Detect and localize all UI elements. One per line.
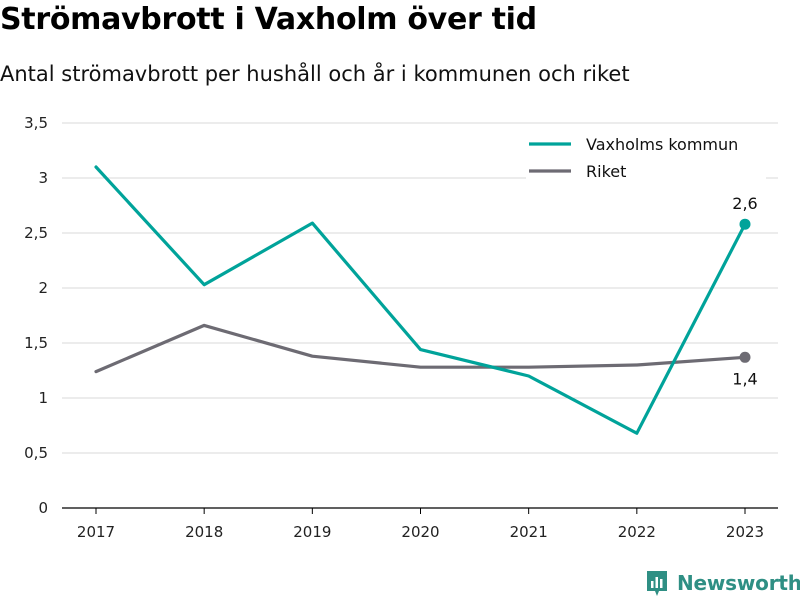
x-tick-label: 2022 xyxy=(618,523,656,541)
data-point xyxy=(739,351,751,363)
x-tick-label: 2017 xyxy=(77,523,115,541)
legend-label: Riket xyxy=(586,162,626,181)
y-tick-label: 0,5 xyxy=(24,444,48,462)
data-label: 2,6 xyxy=(732,194,757,213)
data-point xyxy=(739,218,751,230)
x-tick-label: 2023 xyxy=(726,523,764,541)
chart-subtitle: Antal strömavbrott per hushåll och år i … xyxy=(0,62,630,86)
brand-logo: Newsworthy xyxy=(645,568,800,598)
x-tick-label: 2018 xyxy=(185,523,223,541)
x-axis-ticks: 2017 2018 2019 2020 2021 2022 2023 xyxy=(77,508,764,541)
legend-background xyxy=(526,130,766,182)
x-tick-label: 2021 xyxy=(510,523,548,541)
legend: Vaxholms kommun Riket xyxy=(526,130,766,182)
y-tick-label: 3,5 xyxy=(24,114,48,132)
series-layer: 1,4 2,6 xyxy=(94,165,758,435)
y-axis-ticks: 0 0,5 1 1,5 2 2,5 3 3,5 xyxy=(24,114,48,517)
x-tick-label: 2020 xyxy=(401,523,439,541)
legend-label: Vaxholms kommun xyxy=(586,135,738,154)
newsworthy-logo-icon xyxy=(647,571,667,596)
x-tick-label: 2019 xyxy=(293,523,331,541)
y-tick-label: 3 xyxy=(38,169,48,187)
chart-title: Strömavbrott i Vaxholm över tid xyxy=(0,2,537,37)
y-tick-label: 2,5 xyxy=(24,224,48,242)
y-tick-label: 1 xyxy=(38,389,48,407)
data-label: 1,4 xyxy=(732,369,757,388)
brand-name: Newsworthy xyxy=(677,571,800,595)
y-tick-label: 0 xyxy=(38,499,48,517)
y-tick-label: 1,5 xyxy=(24,334,48,352)
series-line-vaxholm xyxy=(94,165,747,435)
y-tick-label: 2 xyxy=(38,279,48,297)
